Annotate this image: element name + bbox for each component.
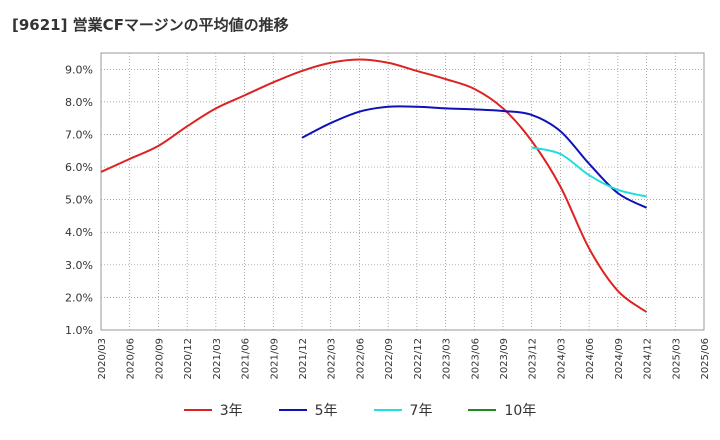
- y-tick-label: 2.0%: [65, 291, 93, 304]
- x-tick-label: 2021/06: [241, 338, 252, 380]
- x-tick-label: 2022/12: [413, 338, 424, 380]
- series-line-0: [100, 58, 648, 313]
- y-tick-label: 1.0%: [65, 324, 93, 337]
- y-axis-ticks: 1.0% 2.0% 3.0% 4.0% 5.0% 6.0% 7.0% 8.0% 9.0%: [65, 63, 93, 337]
- x-tick-label: 2023/06: [470, 338, 481, 380]
- plot-area-frame: [100, 52, 705, 331]
- legend-item: 5年: [278, 400, 338, 420]
- legend: 3年 5年 7年 10年: [0, 400, 720, 420]
- x-tick-label: 2021/09: [269, 338, 280, 380]
- x-tick-label: 2024/03: [556, 338, 567, 380]
- x-tick-label: 2024/09: [614, 338, 625, 380]
- x-tick-label: 2025/06: [700, 338, 711, 380]
- x-tick-label: 2022/06: [355, 338, 366, 380]
- x-axis-ticks: 2020/03 2020/06 2020/09 2020/12 2021/03 2021/…: [97, 338, 711, 380]
- legend-swatch: [468, 409, 497, 411]
- x-tick-label: 2023/09: [499, 338, 510, 380]
- y-tick-label: 9.0%: [65, 63, 93, 76]
- y-tick-label: 7.0%: [65, 128, 93, 141]
- grid: [100, 53, 705, 331]
- x-tick-label: 2023/03: [442, 338, 453, 380]
- legend-item: 10年: [468, 400, 536, 420]
- series-line-2: [531, 146, 647, 198]
- x-tick-label: 2021/12: [298, 338, 309, 380]
- y-tick-label: 5.0%: [65, 194, 93, 207]
- x-tick-label: 2020/03: [97, 338, 108, 380]
- legend-item: 7年: [373, 400, 433, 420]
- y-tick-label: 3.0%: [65, 259, 93, 272]
- series-line-1: [301, 105, 648, 209]
- legend-label: 7年: [409, 403, 433, 419]
- y-tick-label: 8.0%: [65, 96, 93, 109]
- x-tick-label: 2022/03: [327, 338, 338, 380]
- x-tick-label: 2020/12: [183, 338, 194, 380]
- legend-swatch: [373, 409, 402, 411]
- x-tick-label: 2025/03: [671, 338, 682, 380]
- legend-swatch: [278, 409, 307, 411]
- y-tick-label: 4.0%: [65, 226, 93, 239]
- x-tick-label: 2024/06: [585, 338, 596, 380]
- x-tick-label: 2021/03: [212, 338, 223, 380]
- y-tick-label: 6.0%: [65, 161, 93, 174]
- legend-label: 10年: [504, 403, 537, 419]
- x-tick-label: 2020/06: [126, 338, 137, 380]
- legend-label: 3年: [219, 403, 243, 419]
- x-tick-label: 2022/09: [384, 338, 395, 380]
- chart-title: [9621] 営業CFマージンの平均値の推移: [12, 16, 289, 34]
- series-lines: [100, 58, 648, 313]
- legend-item: 3年: [183, 400, 243, 420]
- x-tick-label: 2024/12: [643, 338, 654, 380]
- x-tick-label: 2020/09: [154, 338, 165, 380]
- legend-swatch: [183, 409, 212, 411]
- x-tick-label: 2023/12: [528, 338, 539, 380]
- legend-label: 5年: [314, 403, 338, 419]
